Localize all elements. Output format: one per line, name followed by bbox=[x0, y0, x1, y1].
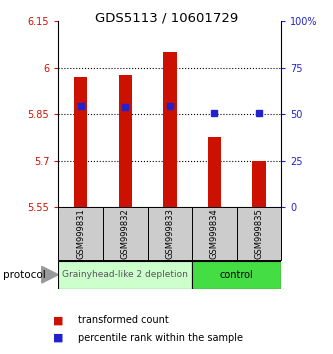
Bar bbox=[208, 137, 221, 207]
Bar bbox=[192, 261, 281, 289]
Text: percentile rank within the sample: percentile rank within the sample bbox=[78, 333, 243, 343]
Bar bbox=[163, 52, 176, 207]
Bar bbox=[58, 207, 103, 260]
Bar bbox=[237, 207, 281, 260]
Text: GSM999831: GSM999831 bbox=[76, 208, 85, 259]
Bar bbox=[74, 77, 87, 207]
Text: control: control bbox=[220, 270, 254, 280]
Text: protocol: protocol bbox=[3, 270, 46, 280]
Text: GDS5113 / 10601729: GDS5113 / 10601729 bbox=[95, 11, 238, 24]
Polygon shape bbox=[42, 267, 58, 283]
Bar bbox=[148, 207, 192, 260]
Text: transformed count: transformed count bbox=[78, 315, 169, 325]
Text: ■: ■ bbox=[53, 333, 64, 343]
Text: GSM999834: GSM999834 bbox=[210, 208, 219, 259]
Text: GSM999835: GSM999835 bbox=[254, 208, 264, 259]
Bar bbox=[119, 75, 132, 207]
Text: GSM999832: GSM999832 bbox=[121, 208, 130, 259]
Text: GSM999833: GSM999833 bbox=[165, 208, 174, 259]
Bar bbox=[58, 261, 192, 289]
Text: Grainyhead-like 2 depletion: Grainyhead-like 2 depletion bbox=[62, 270, 188, 279]
Bar bbox=[252, 161, 266, 207]
Bar bbox=[103, 207, 148, 260]
Text: ■: ■ bbox=[53, 315, 64, 325]
Bar bbox=[192, 207, 237, 260]
